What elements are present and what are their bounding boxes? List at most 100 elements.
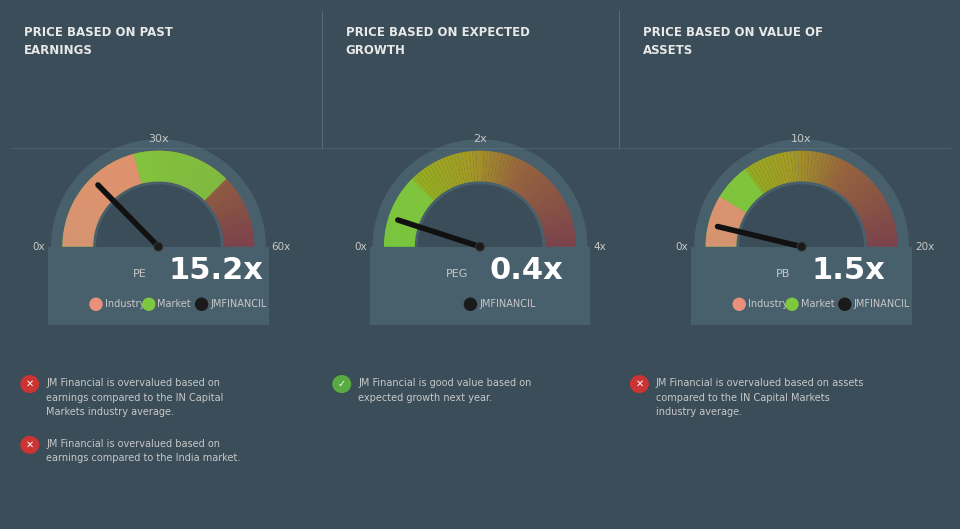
Wedge shape: [483, 151, 488, 181]
Wedge shape: [858, 200, 887, 217]
Wedge shape: [542, 221, 573, 231]
Wedge shape: [500, 156, 514, 186]
Wedge shape: [806, 151, 813, 182]
Wedge shape: [395, 200, 423, 217]
Wedge shape: [446, 156, 460, 186]
Text: Industry: Industry: [748, 299, 788, 309]
Wedge shape: [852, 187, 879, 208]
Wedge shape: [492, 152, 502, 183]
Wedge shape: [838, 167, 858, 194]
Wedge shape: [541, 213, 571, 226]
Wedge shape: [863, 213, 893, 226]
Wedge shape: [825, 157, 838, 186]
Wedge shape: [516, 167, 537, 194]
Wedge shape: [856, 193, 883, 213]
Wedge shape: [544, 228, 575, 236]
Wedge shape: [809, 151, 817, 182]
Circle shape: [732, 297, 746, 311]
Wedge shape: [710, 213, 740, 226]
Wedge shape: [535, 193, 562, 213]
Wedge shape: [864, 221, 895, 231]
Wedge shape: [507, 159, 523, 188]
Wedge shape: [415, 174, 438, 199]
Wedge shape: [384, 239, 415, 244]
Wedge shape: [129, 154, 141, 185]
Wedge shape: [418, 171, 440, 197]
Wedge shape: [491, 152, 499, 183]
Wedge shape: [65, 221, 96, 231]
Wedge shape: [707, 228, 737, 236]
Wedge shape: [83, 184, 108, 206]
Wedge shape: [786, 151, 794, 182]
Wedge shape: [384, 243, 415, 247]
Wedge shape: [133, 151, 227, 200]
Wedge shape: [718, 196, 746, 215]
Wedge shape: [423, 167, 444, 194]
Wedge shape: [524, 176, 548, 200]
Wedge shape: [73, 200, 102, 217]
Wedge shape: [402, 187, 429, 208]
Circle shape: [372, 139, 588, 354]
Text: PRICE BASED ON EXPECTED
GROWTH: PRICE BASED ON EXPECTED GROWTH: [346, 26, 530, 58]
Bar: [48, 247, 269, 357]
Wedge shape: [540, 210, 570, 224]
Wedge shape: [201, 174, 224, 199]
Wedge shape: [531, 187, 558, 208]
Wedge shape: [736, 174, 759, 199]
Text: JMFINANCIL: JMFINANCIL: [853, 299, 910, 309]
Wedge shape: [199, 171, 221, 197]
Circle shape: [20, 375, 39, 393]
Wedge shape: [512, 163, 530, 191]
Wedge shape: [540, 206, 568, 222]
Wedge shape: [62, 239, 93, 244]
Wedge shape: [745, 167, 765, 194]
Wedge shape: [752, 163, 770, 191]
Circle shape: [51, 139, 266, 354]
Wedge shape: [70, 206, 99, 222]
Wedge shape: [515, 165, 534, 193]
Wedge shape: [384, 235, 415, 242]
Wedge shape: [79, 190, 106, 211]
Wedge shape: [433, 161, 450, 190]
Wedge shape: [155, 151, 158, 181]
Wedge shape: [713, 206, 742, 222]
Wedge shape: [716, 200, 745, 217]
Wedge shape: [125, 156, 138, 186]
Circle shape: [418, 184, 542, 309]
Wedge shape: [217, 203, 246, 220]
Wedge shape: [213, 193, 240, 213]
Wedge shape: [545, 243, 576, 247]
Wedge shape: [720, 193, 747, 213]
Wedge shape: [790, 151, 797, 182]
Wedge shape: [505, 158, 520, 187]
Wedge shape: [848, 179, 872, 203]
Text: Market: Market: [801, 299, 834, 309]
Wedge shape: [181, 157, 195, 186]
Wedge shape: [458, 152, 468, 183]
Wedge shape: [163, 151, 170, 182]
Wedge shape: [223, 232, 253, 239]
Wedge shape: [461, 152, 469, 183]
Wedge shape: [758, 159, 775, 188]
Text: PEG: PEG: [446, 269, 468, 279]
Circle shape: [20, 436, 39, 454]
Wedge shape: [846, 176, 870, 200]
Wedge shape: [842, 171, 864, 197]
Text: JM Financial is overvalued based on
earnings compared to the IN Capital
Markets : JM Financial is overvalued based on earn…: [46, 378, 224, 417]
Wedge shape: [802, 151, 805, 181]
Wedge shape: [224, 239, 254, 244]
Circle shape: [142, 297, 156, 311]
Circle shape: [630, 375, 649, 393]
Wedge shape: [867, 235, 898, 242]
Text: PRICE BASED ON VALUE OF
ASSETS: PRICE BASED ON VALUE OF ASSETS: [643, 26, 824, 58]
Wedge shape: [739, 171, 761, 197]
Wedge shape: [480, 151, 484, 181]
Text: JM Financial is good value based on
expected growth next year.: JM Financial is good value based on expe…: [358, 378, 532, 403]
Wedge shape: [707, 232, 737, 239]
Wedge shape: [90, 176, 114, 200]
Wedge shape: [822, 156, 835, 186]
Text: 0.4x: 0.4x: [490, 256, 564, 285]
Wedge shape: [724, 187, 751, 208]
Wedge shape: [742, 169, 763, 195]
Text: ✕: ✕: [636, 379, 643, 389]
